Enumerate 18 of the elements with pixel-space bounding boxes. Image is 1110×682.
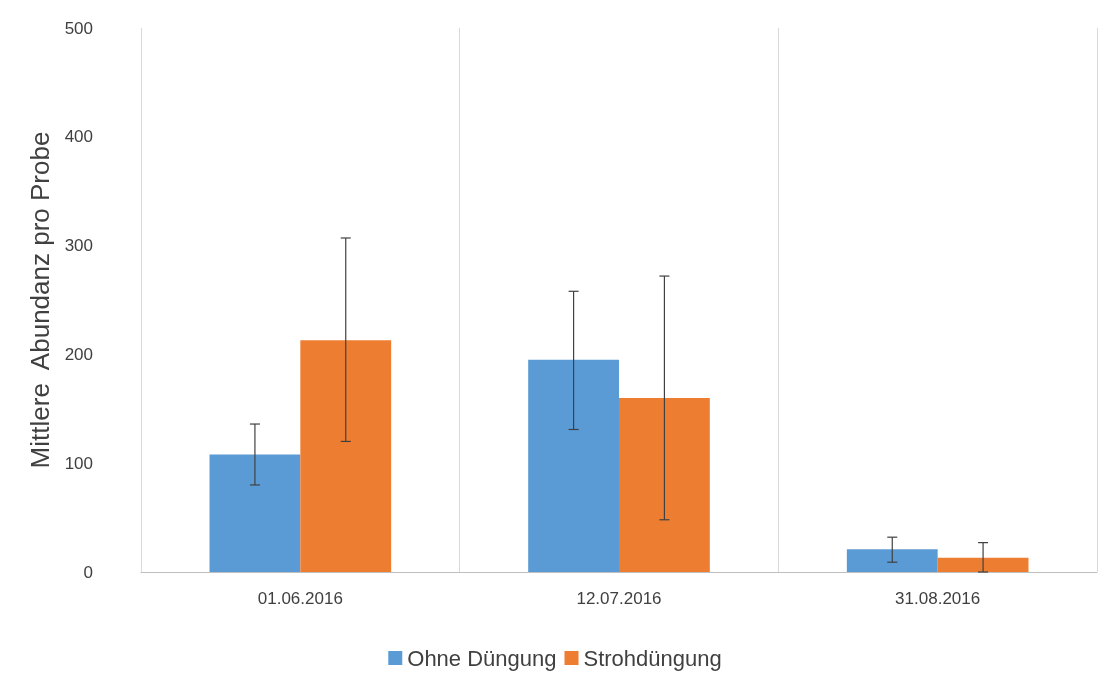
x-tick-label: 01.06.2016: [257, 589, 343, 608]
x-tick-label: 12.07.2016: [576, 589, 662, 608]
legend-label: Strohdüngung: [583, 645, 722, 671]
bar: [937, 557, 1029, 572]
y-axis-title: Mittlere Abundanz pro Probe: [25, 131, 55, 469]
legend-label: Ohne Düngung: [407, 645, 557, 671]
x-tick-label: 31.08.2016: [895, 589, 981, 608]
bar: [528, 359, 619, 572]
y-tick-label: 400: [64, 127, 93, 147]
y-tick-label: 300: [64, 236, 93, 256]
bar: [619, 397, 710, 572]
y-tick-label: 100: [64, 453, 93, 473]
y-tick-label: 0: [83, 562, 93, 582]
y-tick-label: 500: [64, 18, 93, 38]
bar: [846, 549, 938, 572]
y-tick-label: 200: [64, 344, 93, 364]
bar: [209, 454, 301, 572]
bar: [300, 340, 392, 572]
